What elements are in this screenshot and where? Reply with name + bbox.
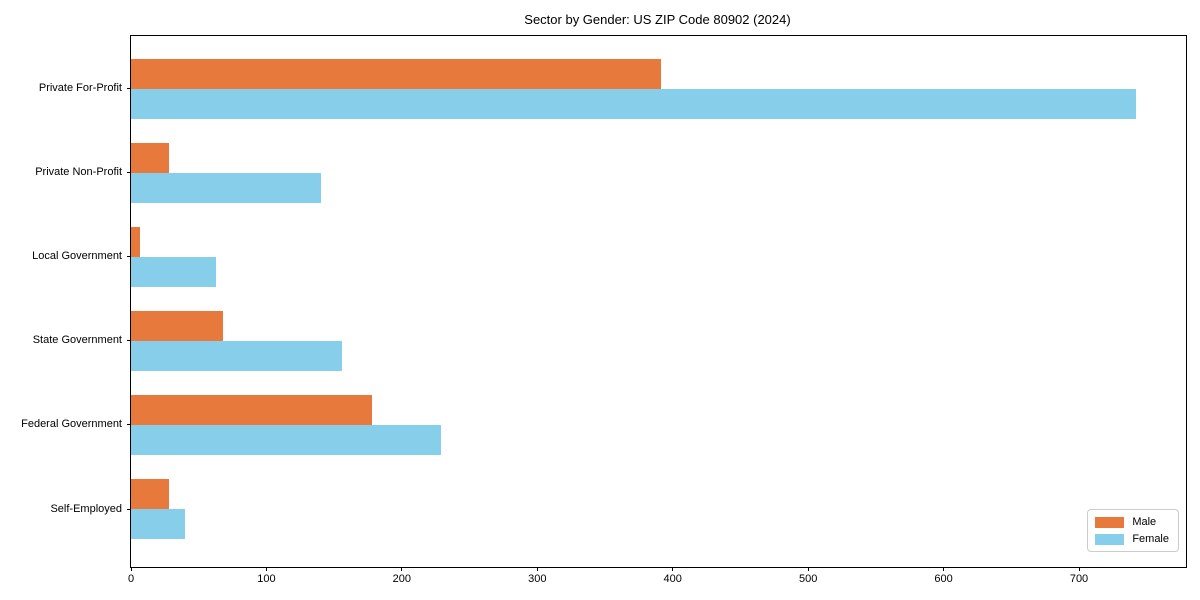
bar-female-local-government <box>131 256 217 287</box>
bar-female-self-employed <box>131 509 186 539</box>
legend-item-female: Female <box>1095 533 1169 545</box>
y-axis-label-federal-government: Federal Government <box>21 418 122 431</box>
y-tick-mark <box>127 508 131 510</box>
x-tick-label-0: 0 <box>127 573 135 585</box>
x-tick-mark <box>943 567 945 571</box>
y-tick-mark <box>127 172 131 174</box>
bar-male-self-employed <box>131 479 169 509</box>
bar-male-local-government <box>131 226 141 257</box>
bar-female-private-for-profit <box>131 88 1136 119</box>
x-tick-label-500: 500 <box>798 573 818 585</box>
y-tick-mark <box>127 88 131 89</box>
y-axis-label-self-employed: Self-Employed <box>50 502 122 515</box>
x-tick-label-600: 600 <box>934 573 953 585</box>
x-tick-mark <box>1078 567 1080 571</box>
y-tick-mark <box>127 424 131 426</box>
x-tick-mark <box>401 567 403 571</box>
x-tick-mark <box>672 567 674 571</box>
x-tick-mark <box>807 567 809 571</box>
legend-label-male: Male <box>1132 516 1157 528</box>
bar-male-state-government <box>131 310 224 341</box>
plot-area: Male Female Private For-Profit Private No… <box>21 35 1187 585</box>
x-tick-label-100: 100 <box>257 573 276 585</box>
y-axis-label-private-for-profit: Private For-Profit <box>38 82 122 94</box>
x-tick-mark <box>130 567 132 571</box>
x-tick-mark <box>536 567 538 571</box>
x-tick-label-200: 200 <box>392 573 412 585</box>
chart-title: Sector by Gender: US ZIP Code 80902 (202… <box>524 12 791 27</box>
bar-male-private-for-profit <box>131 58 661 89</box>
bar-male-federal-government <box>131 394 373 425</box>
x-tick-label-400: 400 <box>663 573 682 585</box>
bar-male-private-non-profit <box>131 142 169 173</box>
bar-female-private-non-profit <box>131 172 321 203</box>
legend-item-male: Male <box>1095 516 1169 528</box>
y-axis-label-state-government: State Government <box>32 334 122 347</box>
y-axis-label-private-non-profit: Private Non-Profit <box>35 166 122 179</box>
y-tick-mark <box>127 340 131 342</box>
x-tick-mark <box>265 567 267 571</box>
bar-female-federal-government <box>131 424 442 455</box>
x-tick-label-700: 700 <box>1069 573 1089 585</box>
legend-swatch-female <box>1095 533 1125 545</box>
legend-swatch-male <box>1095 516 1125 528</box>
y-tick-mark <box>127 256 131 258</box>
bar-female-state-government <box>131 340 343 371</box>
legend-label-female: Female <box>1132 533 1169 545</box>
x-tick-label-300: 300 <box>528 573 547 585</box>
y-axis-label-local-government: Local Government <box>32 250 122 263</box>
legend: Male Female <box>1087 509 1179 552</box>
